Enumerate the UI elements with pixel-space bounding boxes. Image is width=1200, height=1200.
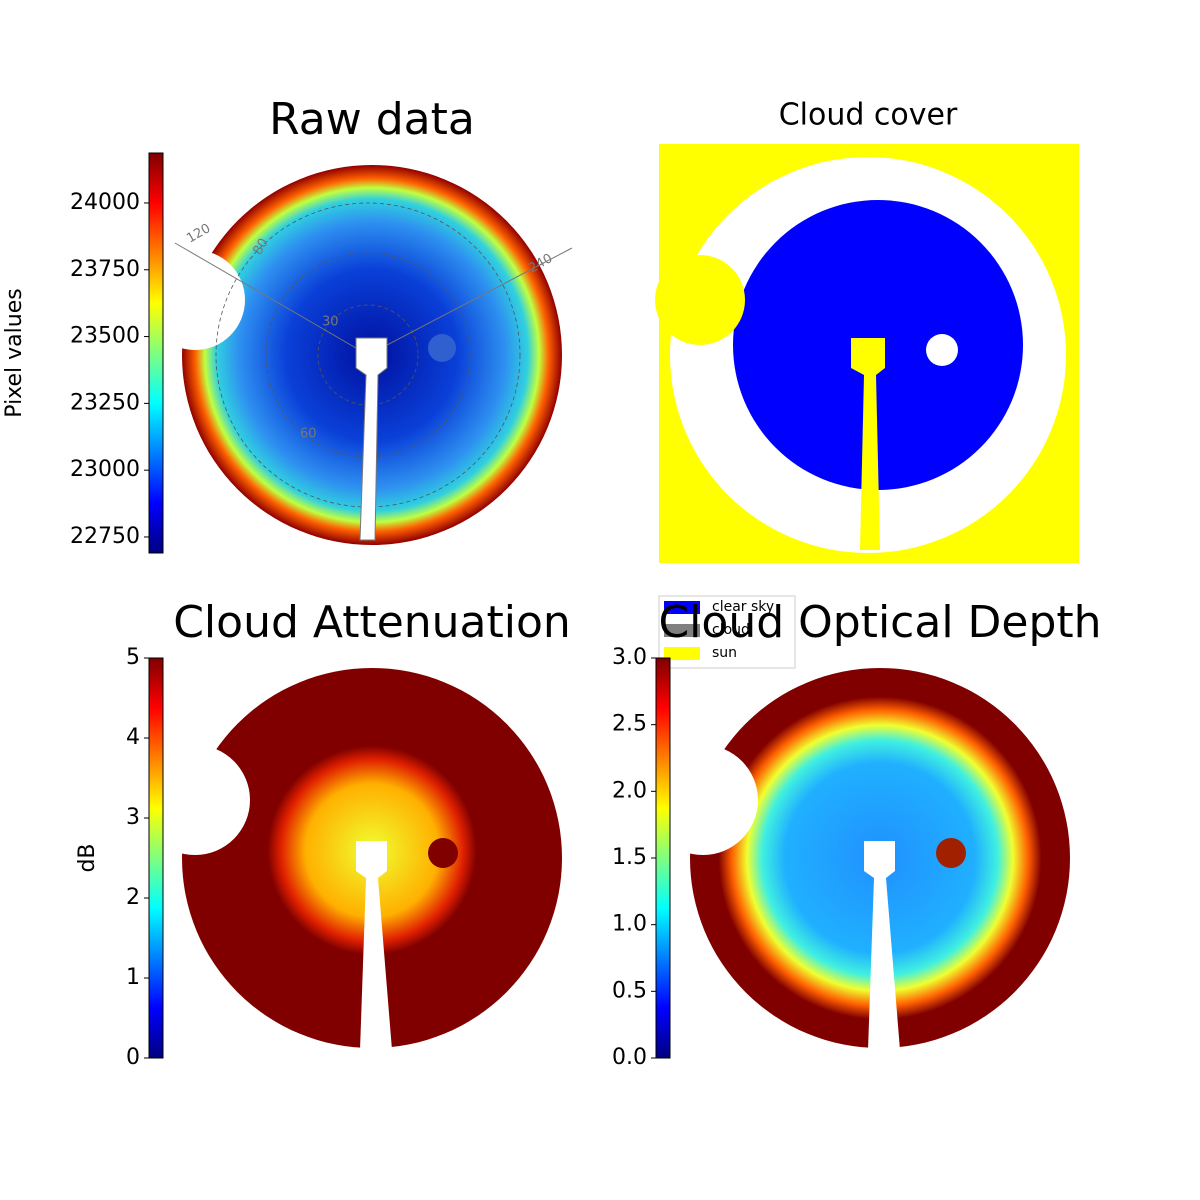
colorbar xyxy=(148,152,164,554)
panel-title: Cloud Optical Depth xyxy=(658,597,1101,648)
colorbar-tick-label: 22750 xyxy=(70,524,140,549)
polar-label: 80 xyxy=(251,236,272,258)
polar-label: 30 xyxy=(322,315,339,330)
colorbar-tick-label: 23500 xyxy=(70,324,140,349)
colorbar xyxy=(655,657,671,1059)
legend-swatch xyxy=(664,601,700,614)
optical-depth-image xyxy=(648,668,1070,1050)
colorbar-tick-label: 24000 xyxy=(70,190,140,215)
colorbar-label: dB xyxy=(75,843,100,872)
legend-swatch xyxy=(664,624,700,637)
legend-label: cloud xyxy=(712,622,750,638)
colorbar xyxy=(148,657,164,1059)
colorbar-tick-label: 2 xyxy=(126,885,140,910)
colorbar-tick-label: 2.0 xyxy=(612,778,647,803)
panel-title: Cloud Attenuation xyxy=(173,597,571,648)
polar-label: 120 xyxy=(184,221,213,246)
colorbar-tick-label: 3.0 xyxy=(612,645,647,670)
raw-image xyxy=(145,165,573,545)
legend: clear sky cloud sun xyxy=(658,595,796,669)
colorbar-tick-label: 1 xyxy=(126,965,140,990)
colorbar-tick-label: 3 xyxy=(126,805,140,830)
polar-label: 60 xyxy=(300,427,317,442)
cloud-cover-image xyxy=(655,144,1079,563)
panel-title: Raw data xyxy=(269,94,475,145)
colorbar-label: Pixel values xyxy=(2,288,27,417)
colorbar-tick-label: 23250 xyxy=(70,390,140,415)
colorbar-tick-label: 23000 xyxy=(70,457,140,482)
colorbar-tick-label: 0.0 xyxy=(612,1045,647,1070)
panel-title: Cloud cover xyxy=(779,98,958,133)
legend-label: clear sky xyxy=(712,599,774,615)
colorbar-tick-label: 23750 xyxy=(70,257,140,282)
attenuation-image xyxy=(140,668,562,1050)
colorbar-tick-label: 1.0 xyxy=(612,912,647,937)
colorbar-tick-label: 4 xyxy=(126,725,140,750)
colorbar-tick-label: 0 xyxy=(126,1045,140,1070)
colorbar-tick-label: 2.5 xyxy=(612,712,647,737)
colorbar-tick-label: 5 xyxy=(126,645,140,670)
colorbar-tick-label: 0.5 xyxy=(612,978,647,1003)
legend-label: sun xyxy=(712,645,737,661)
legend-swatch xyxy=(664,647,700,660)
colorbar-tick-label: 1.5 xyxy=(612,845,647,870)
